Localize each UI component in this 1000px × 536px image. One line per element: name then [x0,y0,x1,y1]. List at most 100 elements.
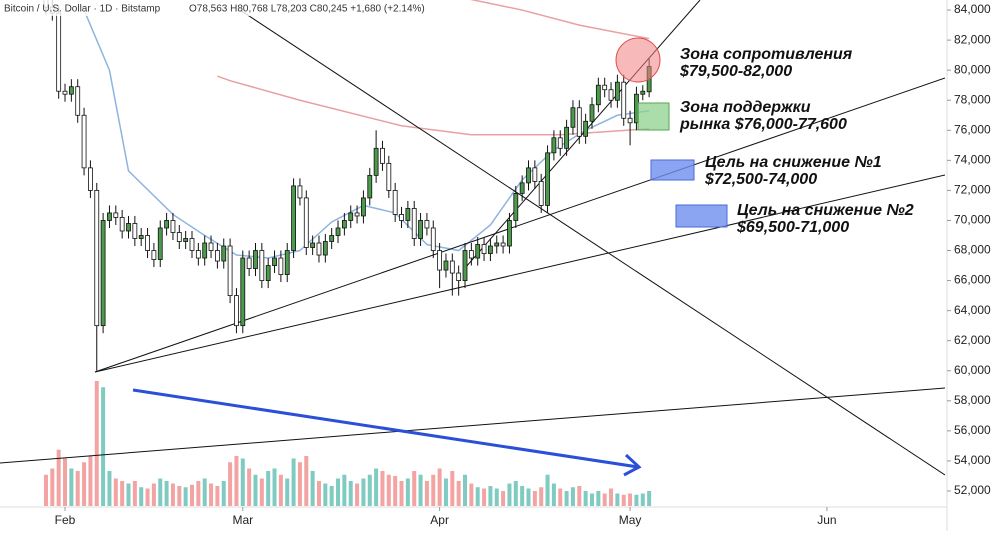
trendline [464,0,701,269]
volume-bar [329,486,334,506]
volume-bar [253,474,258,506]
volume-bar [164,481,169,506]
candle-body [589,104,595,122]
candle-body [221,245,227,262]
candle-body [513,193,519,221]
candle-body [310,242,316,248]
volume-bar [82,462,87,506]
annotation: Зона сопротивления [680,46,853,63]
volume-bar [316,481,321,506]
candle-body [68,86,74,95]
volume-bar [583,491,588,506]
candle-body [94,190,100,327]
candle-body [354,212,360,217]
volume-bar [107,471,112,506]
volume-bar [564,491,569,506]
volume-bar [374,468,379,506]
volume-bar [196,481,201,506]
arrow [132,388,642,477]
volume-bar [348,481,353,506]
volume-bar [615,493,620,506]
volume-bar [291,458,296,506]
candle-body [367,174,373,199]
volume-bar [342,474,347,506]
y-tick-label: 60,000 [954,363,991,377]
candle-body [234,295,239,327]
volume-bar [323,483,328,506]
candle-body [614,81,620,101]
volume-bar [647,491,652,506]
volume-bar [443,478,448,506]
volume-bar [558,488,563,506]
volume-bar [183,487,188,506]
candle-body [107,212,112,221]
candle-body [278,257,284,275]
candle-body [608,89,614,101]
volume-bar [259,478,264,506]
candle-body [526,167,531,184]
candle-body [545,152,550,206]
volume-bar [463,474,468,506]
volume-bar [589,493,594,506]
candle-body [399,214,404,221]
candle-body [145,235,150,251]
volume-bar [56,449,61,506]
annotation: $72,500-74,000 [704,171,817,188]
candle-body [138,235,144,239]
volume-bar [634,494,639,506]
candle-body [75,86,81,116]
y-tick-label: 84,000 [954,2,991,16]
volume-bar [139,487,144,506]
candle-body [595,84,601,106]
candle-body [214,250,220,262]
header-bg [0,0,380,16]
volume-bar [285,478,290,506]
resistance-zone [615,37,661,83]
candle-body [475,244,481,259]
candle-body [303,197,309,248]
candle-body [557,137,563,149]
volume-bar [355,483,360,506]
candle-body [538,180,544,206]
volume-bar [609,488,614,506]
volume-bar [209,483,214,506]
y-tick-label: 74,000 [954,153,991,167]
candle-body [424,220,430,229]
candle-body [151,250,157,260]
volume-bar [386,474,391,506]
volume-bar [405,478,410,506]
volume-bar [170,483,175,506]
candle-body [189,238,195,251]
volume-bar [234,456,239,506]
volume-bar [539,487,544,506]
volume-bar [69,468,74,506]
annotation: Зона поддержки [680,99,811,116]
volume-bar [380,471,385,506]
volume-bar [215,486,220,506]
candle-body [576,107,582,137]
target-zone [650,159,695,181]
volume-bar [577,486,582,506]
candle-body [329,235,335,242]
candle-body [411,208,417,239]
annotation: $79,500-82,000 [679,63,792,80]
candle-body [564,126,569,149]
volume-bar [507,483,512,506]
y-tick-label: 58,000 [954,393,991,407]
candle-body [291,185,296,251]
candle-body [392,190,398,215]
volume-bar [189,484,194,506]
candle-body [519,182,525,194]
volume-bar [101,387,106,506]
volume-bar [545,474,550,506]
candle-body [227,245,233,297]
trendline [239,9,945,476]
candle-body [462,250,468,281]
candle-body [468,250,474,259]
volume-bar [640,493,645,506]
candle-body [272,257,277,266]
y-tick-label: 64,000 [954,303,991,317]
candle-body [602,84,608,91]
candle-body [259,250,265,281]
symbol: Bitcoin / U.S. Dollar · 1D · Bitstamp [4,4,161,15]
